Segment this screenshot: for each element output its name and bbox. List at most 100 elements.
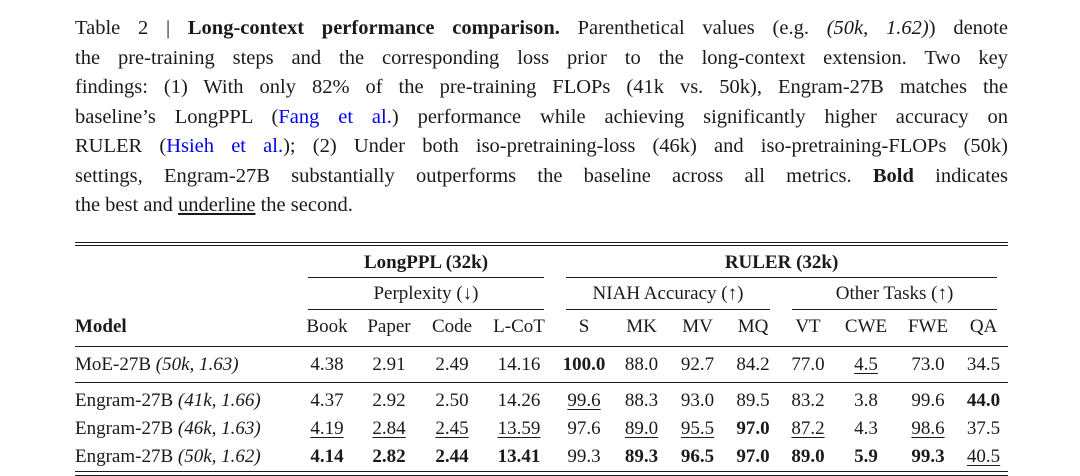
caption-text: underline [178,194,256,216]
model-column-header: Model [75,246,297,348]
model-cell: Engram-27B (46k, 1.63) [75,415,297,443]
metric-cell: 88.0 [613,346,670,384]
table-bottom-rule [75,471,1008,476]
subgroup-header-niah: NIAH Accuracy (↑) [555,278,781,311]
metric-cell: 2.49 [421,346,483,384]
col-header-vt: VT [781,310,835,348]
metric-cell: 2.82 [372,446,406,468]
metric-cell: 88.3 [624,390,659,412]
caption-line: settings, Engram-27B substantially outpe… [75,162,1008,192]
model-name: Engram-27B [75,418,178,440]
caption-text: (50k, 1.62) [826,17,929,39]
col-header-mk: MK [613,310,670,348]
model-cell: Engram-27B (41k, 1.66) [75,383,297,416]
caption-text: findings: (1) With only 82% of the pre-t… [75,76,1008,98]
results-table: Model LongPPL (32k) RULER (32k) Perplexi… [75,246,1009,472]
table-body: MoE-27B (50k, 1.63) 4.38 2.91 2.49 14.16 100.… [75,346,1009,472]
metric-cell: 89.0 [624,418,659,440]
table-top-rule [75,241,1008,247]
metric-cell: 98.6 [911,418,945,440]
metric-cell: 2.84 [372,418,406,440]
metric-cell: 97.0 [736,446,770,468]
caption-line: the pre-training steps and the correspon… [75,44,1008,74]
col-header-lcot: L-CoT [483,310,555,348]
metric-cell: 89.5 [736,390,770,412]
table-container: Model LongPPL (32k) RULER (32k) Perplexi… [75,241,1009,476]
col-header-code: Code [421,310,483,348]
metric-cell: 4.3 [854,418,878,440]
subgroup-label-other-tasks: Other Tasks (↑) [792,278,998,311]
metric-cell: 95.5 [680,418,715,440]
metric-cell: 92.7 [670,346,725,384]
caption-line: Table 2 | Long-context performance compa… [75,14,1008,44]
subgroup-label-perplexity: Perplexity (↓) [308,278,544,311]
citation-link[interactable]: Hsieh et al. [166,135,284,157]
caption-text: baseline’s LongPPL ( [75,105,279,128]
model-cell: MoE-27B (50k, 1.63) [75,346,297,384]
metric-cell: 4.5 [835,346,897,384]
group-label-ruler: RULER (32k) [566,246,998,279]
col-header-paper: Paper [357,310,421,348]
metric-cell: 3.8 [854,390,878,412]
model-note: (46k, 1.63) [177,418,261,440]
model-name: Engram-27B [75,446,178,468]
caption-text: Bold [872,164,914,187]
table-row: Engram-27B (46k, 1.63) 4.19 2.84 2.45 13.59 9… [75,415,1008,443]
metric-cell: 2.44 [435,446,469,468]
caption-text: settings, Engram-27B substantially outpe… [75,164,873,187]
table-row: Engram-27B (50k, 1.62) 4.14 2.82 2.44 13.41 9… [75,443,1008,471]
table-row: MoE-27B (50k, 1.63) 4.38 2.91 2.49 14.16 100.… [75,346,1009,384]
caption-text: ) performance while achieving significan… [391,105,1008,128]
metric-cell: 77.0 [781,346,835,384]
group-header-row: Model LongPPL (32k) RULER (32k) [75,246,1008,348]
group-header-longppl: LongPPL (32k) [297,246,555,279]
metric-cell: 4.19 [310,418,344,440]
caption-text: the pre-training steps and the correspon… [75,46,1008,69]
metric-cell: 99.6 [911,390,945,412]
metric-cell: 44.0 [966,390,1001,412]
model-note: (50k, 1.63) [155,354,239,376]
group-label-longppl: LongPPL (32k) [308,246,544,279]
metric-cell: 34.5 [959,346,1009,384]
caption-text: indicates [913,164,1008,187]
metric-cell: 99.3 [911,446,945,468]
caption-text: ); (2) Under both iso-pretraining-loss (… [283,135,1009,157]
model-name: MoE-27B [75,354,156,376]
caption-text: Long-context performance comparison. [187,17,560,39]
column-header-row: Book Paper Code L-CoT S MK MV MQ VT CWE … [75,310,1009,348]
col-header-cwe: CWE [835,310,897,348]
metric-cell: 2.91 [357,346,421,384]
metric-cell: 4.38 [297,346,357,384]
metric-cell: 73.0 [897,346,959,384]
caption-text: RULER ( [75,135,167,157]
metric-cell: 13.59 [497,418,541,440]
table-header: Model LongPPL (32k) RULER (32k) Perplexi… [75,246,1009,348]
col-header-mv: MV [670,310,725,348]
metric-cell: 97.6 [567,418,601,440]
metric-cell: 4.14 [310,446,344,468]
metric-cell: 96.5 [680,446,715,468]
metric-cell: 97.0 [736,418,770,440]
model-note: (41k, 1.66) [177,390,261,412]
metric-cell: 93.0 [680,390,715,412]
subgroup-header-perplexity: Perplexity (↓) [297,278,555,311]
col-header-mq: MQ [725,310,781,348]
caption-text: Parenthetical values (e.g. [559,17,827,39]
metric-cell: 5.9 [854,446,878,468]
caption-text: the best and [75,194,179,216]
metric-cell: 13.41 [497,446,541,468]
metric-cell: 99.3 [567,446,601,468]
metric-cell: 2.50 [435,390,469,412]
caption-text: ) denote [928,17,1008,39]
subgroup-header-row: Perplexity (↓) NIAH Accuracy (↑) Other T… [75,278,1008,311]
metric-cell: 100.0 [555,346,613,384]
metric-cell: 89.3 [624,446,659,468]
table-caption: Table 2 | Long-context performance compa… [75,14,1008,221]
model-note: (50k, 1.62) [177,446,261,468]
metric-cell: 14.26 [497,390,541,412]
caption-text: the second. [255,194,353,216]
caption-line: findings: (1) With only 82% of the pre-t… [75,73,1008,103]
model-cell: Engram-27B (50k, 1.62) [75,443,297,471]
citation-link[interactable]: Fang et al. [278,105,392,128]
